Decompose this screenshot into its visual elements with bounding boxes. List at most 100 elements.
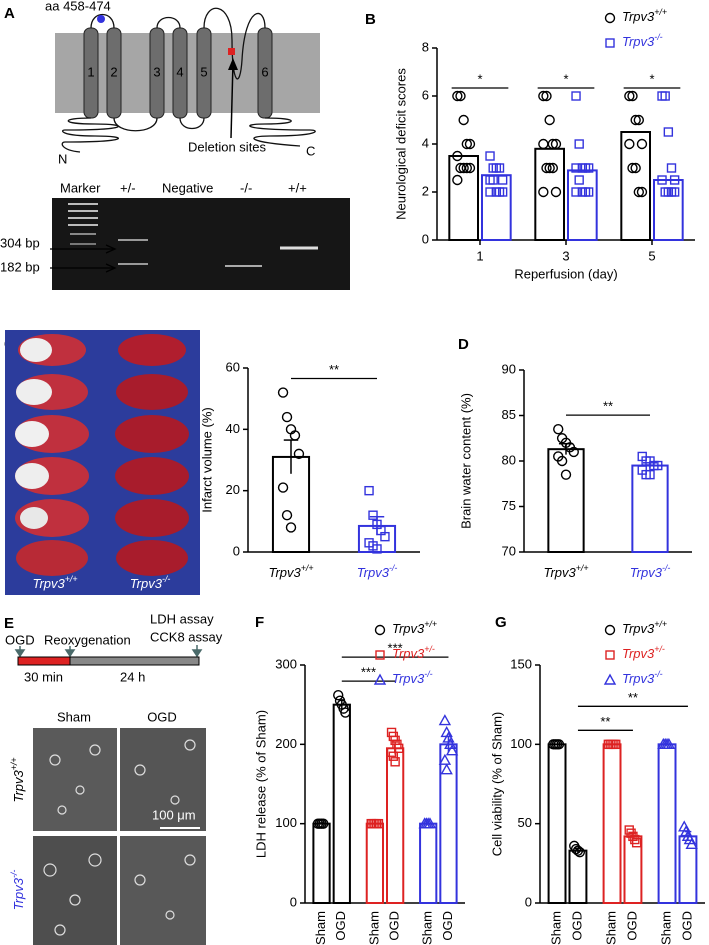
data-point bbox=[293, 448, 305, 460]
significance-label: * bbox=[649, 71, 654, 86]
y-tick-label: 300 bbox=[275, 656, 297, 671]
gene-name: Trpv3 bbox=[622, 646, 655, 661]
x-tick-label: OGD bbox=[624, 911, 639, 941]
x-tick-label: Sham bbox=[366, 911, 381, 945]
micrograph bbox=[33, 836, 117, 945]
y-tick-label: 6 bbox=[422, 87, 429, 102]
data-point bbox=[390, 757, 400, 767]
data-point bbox=[653, 460, 663, 471]
bar bbox=[547, 448, 585, 554]
legend-marker bbox=[605, 650, 615, 660]
superscript: -/- bbox=[9, 870, 19, 878]
segment-label: 1 bbox=[87, 64, 94, 79]
data-point bbox=[627, 90, 638, 102]
column-label: Sham bbox=[57, 709, 91, 724]
data-point bbox=[657, 91, 667, 101]
data-point bbox=[423, 817, 437, 829]
bar bbox=[448, 155, 480, 241]
superscript: -/- bbox=[424, 669, 432, 679]
y-tick-label: 100 bbox=[275, 815, 297, 830]
data-point bbox=[289, 430, 301, 441]
legend-label: Trpv3-/- bbox=[622, 32, 663, 49]
x-tick-label: Sham bbox=[603, 911, 618, 945]
gene-name: Trpv3 bbox=[357, 565, 390, 580]
data-point bbox=[461, 138, 473, 150]
data-point bbox=[663, 127, 674, 137]
data-point bbox=[624, 90, 635, 102]
bar bbox=[332, 703, 351, 905]
panel-label: B bbox=[365, 11, 376, 28]
data-point bbox=[666, 163, 677, 173]
x-tick-label: Sham bbox=[313, 911, 328, 945]
ogd-bar bbox=[17, 656, 71, 666]
superscript: -/- bbox=[662, 563, 670, 573]
superscript: +/+ bbox=[424, 619, 437, 629]
gene-name: Trpv3 bbox=[622, 9, 655, 24]
y-axis-label: LDH release (% of Sham) bbox=[253, 710, 268, 858]
micrograph bbox=[33, 728, 117, 831]
column-label: OGD bbox=[147, 709, 177, 724]
lane-label: -/- bbox=[240, 180, 252, 195]
bar bbox=[602, 743, 622, 904]
gene-name: Trpv3 bbox=[11, 769, 26, 802]
y-tick-label: 20 bbox=[226, 482, 240, 497]
helices bbox=[83, 27, 273, 119]
gene-name: Trpv3 bbox=[392, 646, 425, 661]
deletion-label: Deletion sites bbox=[188, 139, 267, 154]
data-point bbox=[560, 469, 572, 480]
data-point bbox=[547, 162, 559, 174]
y-tick-label: 90 bbox=[502, 361, 516, 376]
bar bbox=[547, 743, 567, 904]
gene-name: Trpv3 bbox=[268, 565, 301, 580]
data-point bbox=[631, 838, 642, 848]
segment-label: 2 bbox=[110, 64, 117, 79]
timeline-label: LDH assay bbox=[150, 611, 214, 626]
legend-marker bbox=[375, 650, 385, 660]
x-tick-label: Sham bbox=[420, 911, 435, 945]
x-tick-label: 5 bbox=[648, 248, 655, 263]
data-point bbox=[277, 482, 289, 493]
y-tick-label: 50 bbox=[518, 815, 532, 830]
panel-label: G bbox=[495, 614, 507, 631]
data-point bbox=[583, 163, 594, 173]
x-tick-label: Sham bbox=[548, 911, 563, 945]
legend-label: Trpv3+/+ bbox=[622, 619, 667, 636]
gene-name: Trpv3 bbox=[32, 576, 65, 591]
data-point bbox=[633, 186, 645, 198]
data-point bbox=[568, 446, 579, 458]
x-tick-label: OGD bbox=[333, 911, 348, 941]
superscript: +/+ bbox=[576, 563, 589, 573]
y-tick-label: 200 bbox=[275, 736, 297, 751]
data-point bbox=[373, 818, 384, 829]
data-point bbox=[318, 818, 329, 829]
data-point bbox=[464, 162, 476, 174]
panel-c-image: C Trpv3+/+ Trpv3-/- bbox=[4, 330, 200, 595]
data-point bbox=[364, 485, 374, 496]
data-point bbox=[452, 150, 463, 162]
significance-label: ** bbox=[603, 399, 613, 414]
significance-label: * bbox=[477, 71, 482, 86]
size-label: 304 bp bbox=[0, 235, 40, 250]
gene-name: Trpv3 bbox=[130, 576, 163, 591]
superscript: +/- bbox=[424, 644, 435, 654]
gene-name: Trpv3 bbox=[622, 621, 655, 636]
segment-label: 5 bbox=[200, 64, 207, 79]
data-point bbox=[458, 162, 469, 174]
significance-label: ** bbox=[628, 690, 638, 705]
superscript: -/- bbox=[162, 574, 170, 584]
y-tick-label: 150 bbox=[510, 656, 532, 671]
segment-label: 4 bbox=[176, 64, 183, 79]
data-point bbox=[452, 90, 463, 102]
cells bbox=[43, 739, 196, 936]
reoxygenation-bar bbox=[69, 656, 200, 666]
bar bbox=[534, 147, 566, 241]
gel-bands bbox=[68, 203, 318, 267]
data-point bbox=[669, 175, 680, 185]
x-tick-label: OGD bbox=[440, 911, 455, 941]
data-point bbox=[645, 469, 655, 480]
lane-label: +/- bbox=[120, 180, 136, 195]
image-label: Trpv3-/- bbox=[130, 574, 171, 591]
size-label: 182 bp bbox=[0, 259, 40, 274]
brain-slices bbox=[15, 334, 189, 576]
